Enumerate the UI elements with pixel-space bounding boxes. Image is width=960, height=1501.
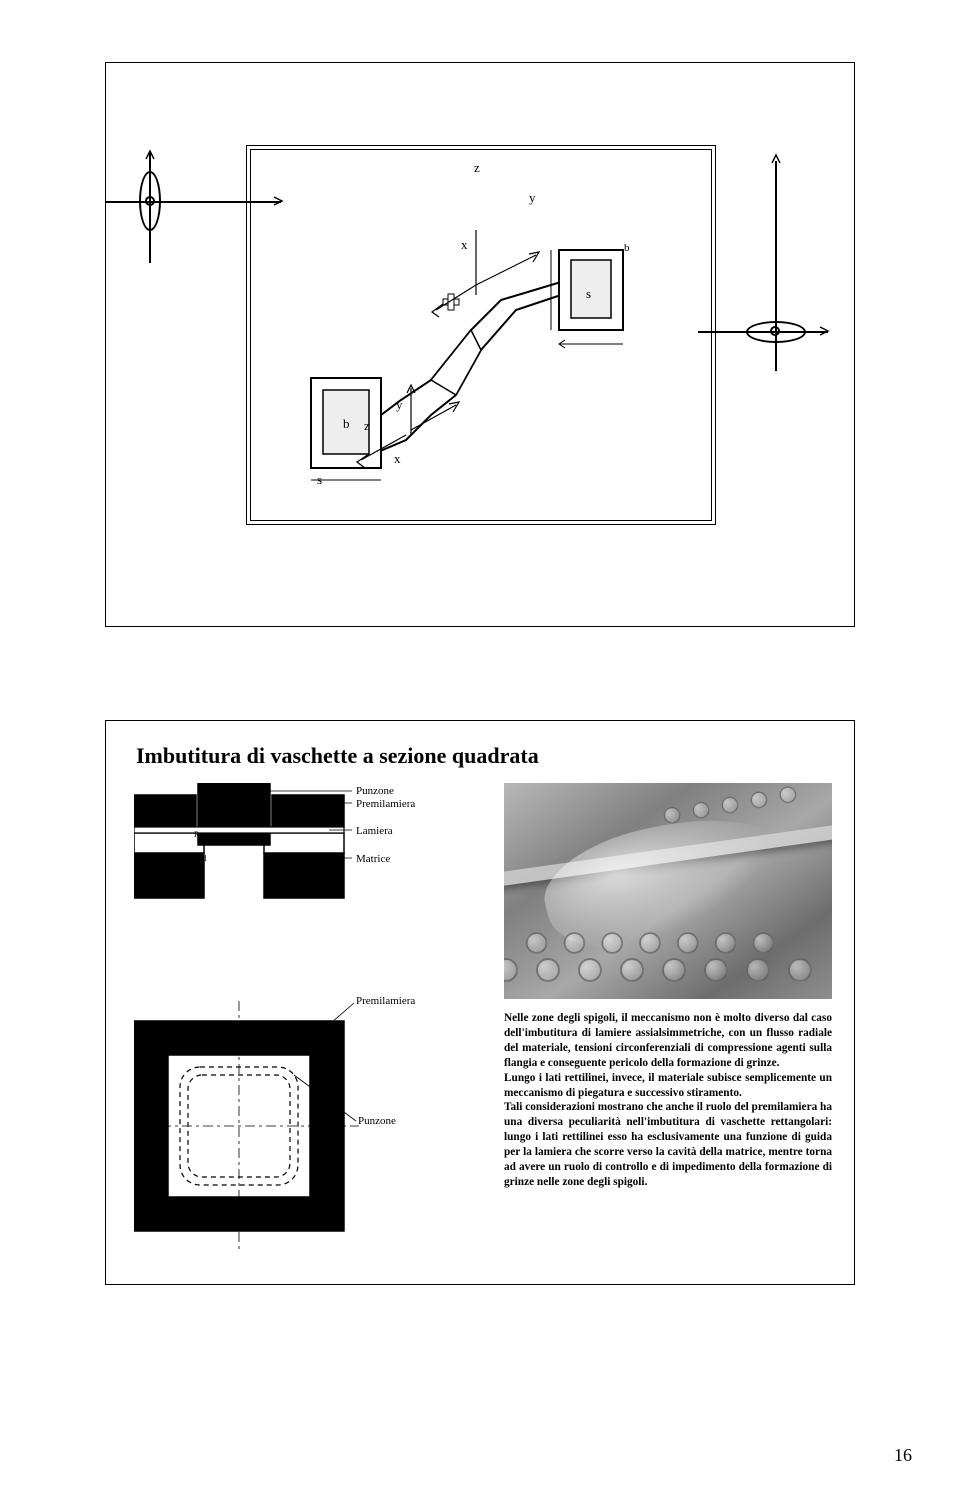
paragraph-2: Lungo i lati rettilinei, invece, il mate… — [504, 1071, 832, 1101]
axis-label-y-top: y — [529, 190, 536, 206]
plan-view-drawing: Premilamiera Punzone — [134, 981, 434, 1261]
arrow-up-icon — [103, 149, 163, 179]
axis-label-s-right: s — [586, 286, 591, 302]
figure-frame: z y x y z x s s b b — [246, 145, 716, 525]
slide-bottom: Imbutitura di vaschette a sezione quadra… — [105, 720, 855, 1285]
paragraph-3: Tali considerazioni mostrano che anche i… — [504, 1100, 832, 1189]
label-punzone-2: Punzone — [358, 1115, 396, 1127]
wing-diagram — [301, 230, 661, 490]
label-premilamiera: Premilamiera — [356, 798, 415, 810]
photo-sheet-corner — [504, 783, 832, 999]
cross-section-drawing: Rp Rd Punzone Premilamiera Lamiera Matri… — [134, 783, 434, 911]
arrow-up-icon — [764, 151, 794, 171]
axis-label-z-top: z — [474, 160, 480, 176]
label-lamiera: Lamiera — [356, 825, 393, 837]
axis-label-z-bottom: z — [364, 418, 370, 434]
arrow-right-icon — [816, 321, 846, 341]
axis-label-y-bottom: y — [396, 397, 403, 413]
arrow-right-icon — [266, 191, 296, 211]
axis-label-s-left: s — [317, 472, 322, 488]
figure-inner-border — [250, 149, 712, 521]
paragraph-1: Nelle zone degli spigoli, il meccanismo … — [504, 1011, 832, 1071]
page-number: 16 — [894, 1445, 912, 1466]
label-matrice: Matrice — [356, 853, 390, 865]
axis-label-b-right: b — [624, 242, 630, 254]
label-rp: Rp — [194, 830, 203, 839]
body-text: Nelle zone degli spigoli, il meccanismo … — [504, 1011, 832, 1190]
axis-label-x-top: x — [461, 237, 468, 253]
slide-title: Imbutitura di vaschette a sezione quadra… — [136, 743, 539, 769]
slide-top-figure: z y x y z x s s b b — [105, 62, 855, 627]
label-rd: Rd — [197, 854, 206, 863]
axis-label-x-bottom: x — [394, 451, 401, 467]
label-punzone: Punzone — [356, 785, 394, 797]
label-premilamiera-2: Premilamiera — [356, 995, 415, 1007]
axis-label-b-left: b — [343, 416, 350, 432]
